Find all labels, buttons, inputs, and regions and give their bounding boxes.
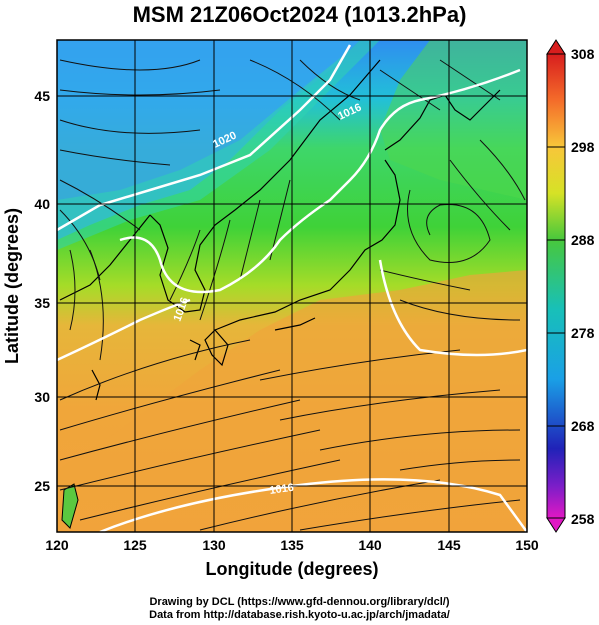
x-tick-label: 125 [123,537,147,553]
colorbar-label: 298 [571,139,595,155]
x-tick-label: 145 [437,537,461,553]
y-axis-label: Latitude (degrees) [2,208,22,364]
y-tick-label: 30 [34,389,50,405]
lat-lon-grid [57,40,527,532]
x-tick-label: 150 [515,537,539,553]
isobar-label-1016-south: 1016 [269,482,295,497]
isobar-contours [57,44,527,532]
credit-drawing: Drawing by DCL (https://www.gfd-dennou.o… [149,596,450,608]
colorbar-bottom-arrow [546,517,566,533]
colorbar: 308 298 288 278 268 258 [546,39,595,533]
map-title: MSM 21Z06Oct2024 (1013.2hPa) [132,2,467,27]
x-tick-label: 140 [358,537,382,553]
cyan-band [57,40,380,250]
colorbar-label: 308 [571,46,595,62]
credit-data-source: Data from http://database.rish.kyoto-u.a… [149,609,450,621]
y-tick-label: 35 [34,295,50,311]
colorbar-label: 288 [571,232,595,248]
colorbar-top-arrow [546,39,566,55]
y-tick-label: 40 [34,196,50,212]
colorbar-label: 278 [571,325,595,341]
x-tick-label: 135 [280,537,304,553]
colorbar-label: 268 [571,418,595,434]
taiwan-island [61,483,79,529]
colorbar-scale [546,53,566,519]
x-tick-label: 130 [202,537,226,553]
y-tick-label: 25 [34,478,50,494]
colorbar-label: 258 [571,511,595,527]
x-axis-label: Longitude (degrees) [205,559,378,579]
plot-frame [56,39,528,533]
y-tick-label: 45 [34,88,50,104]
x-tick-label: 120 [45,537,69,553]
